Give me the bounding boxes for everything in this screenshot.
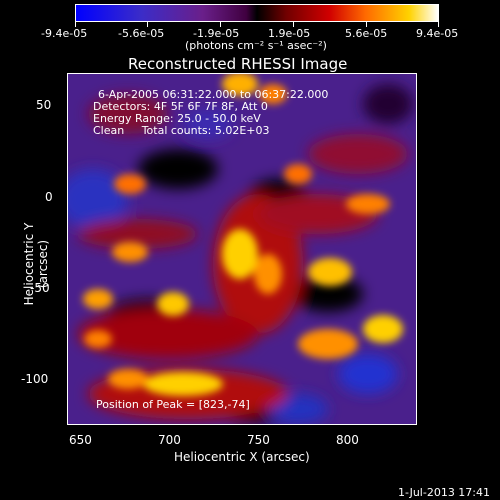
- y-axis-label: Heliocentric Y (arcsec): [22, 222, 50, 306]
- colorbar-units-label: (photons cm⁻² s⁻¹ asec⁻²): [185, 39, 327, 52]
- x-tick-label: 750: [247, 433, 270, 447]
- rhessi-image-render: [68, 74, 416, 424]
- y-tick-label: -100: [21, 372, 49, 386]
- colorbar-tick-label: -5.6e-05: [118, 27, 165, 40]
- colorbar-tick-label: -9.4e-05: [41, 27, 88, 40]
- plot-title: Reconstructed RHESSI Image: [128, 55, 348, 73]
- info-line-time: 6-Apr-2005 06:31:22.000 to 06:37:22.000: [98, 88, 329, 101]
- colorbar-tick-label: -1.9e-05: [193, 27, 240, 40]
- x-tick-label: 700: [158, 433, 181, 447]
- footer-timestamp: 1-Jul-2013 17:41: [398, 486, 491, 499]
- info-line-detectors: Detectors: 4F 5F 6F 7F 8F, Att 0: [93, 100, 268, 113]
- x-tick-label: 650: [69, 433, 92, 447]
- colorbar: [75, 4, 439, 22]
- peak-position-label: Position of Peak = [823,-74]: [96, 398, 250, 411]
- colorbar-tick-label: 5.6e-05: [345, 27, 388, 40]
- colorbar-tick-label: 9.4e-05: [416, 27, 459, 40]
- colorbar-ticks: [75, 22, 439, 28]
- y-tick-label: -50: [30, 281, 50, 295]
- info-line-clean: Clean Total counts: 5.02E+03: [93, 124, 270, 137]
- colorbar-tick-label: 1.9e-05: [268, 27, 311, 40]
- info-line-energy: Energy Range: 25.0 - 50.0 keV: [93, 112, 261, 125]
- y-tick-label: 50: [36, 98, 52, 112]
- x-tick-label: 800: [336, 433, 359, 447]
- y-tick-label: 0: [45, 190, 53, 204]
- x-axis-label: Heliocentric X (arcsec): [174, 450, 310, 464]
- rhessi-image: [67, 73, 417, 425]
